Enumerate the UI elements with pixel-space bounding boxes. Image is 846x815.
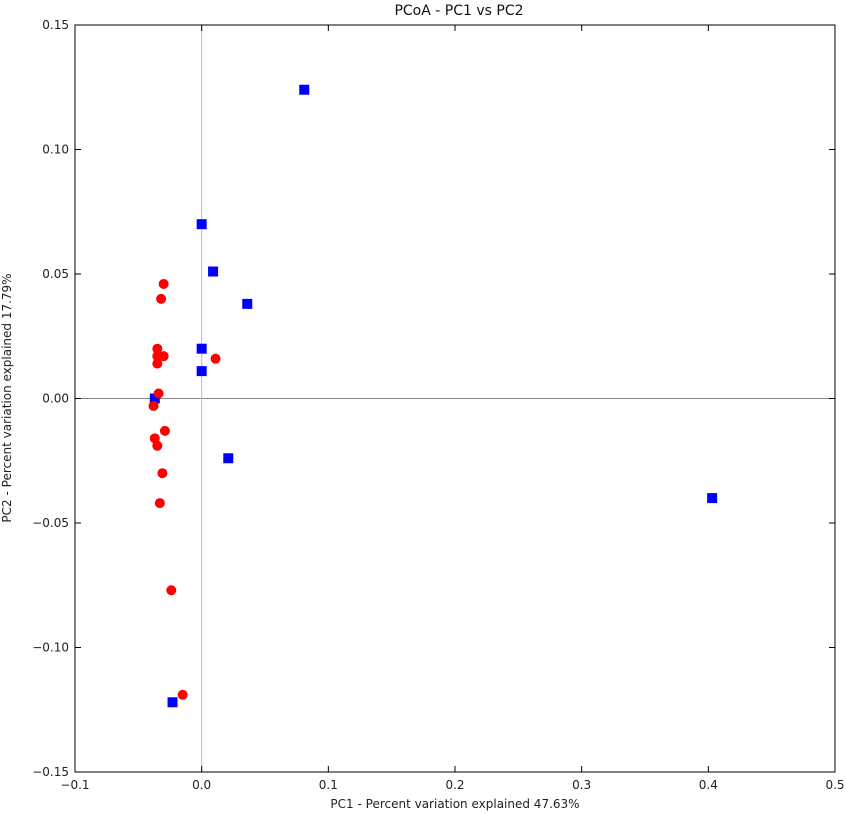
x-tick-labels: −0.1 0.0 0.1 0.2 0.3 0.4 0.5 [60, 778, 844, 792]
circle-point [152, 440, 163, 451]
circle-point [152, 358, 163, 369]
circle-point [157, 468, 168, 479]
x-tick-label: 0.1 [319, 778, 338, 792]
square-point [707, 493, 718, 504]
circle-point [159, 425, 170, 436]
circle-point [154, 498, 165, 509]
y-axis-title: PC2 - Percent variation explained 17.79% [0, 273, 14, 522]
axis-ticks [74, 24, 836, 773]
square-point [242, 298, 253, 309]
circle-point [177, 689, 188, 700]
square-point [167, 697, 178, 708]
y-tick-label: 0.05 [42, 267, 69, 281]
data-points [148, 84, 718, 708]
x-tick-label: 0.4 [699, 778, 718, 792]
x-tick-label: 0.2 [445, 778, 464, 792]
series-1 [148, 278, 221, 700]
y-tick-label: −0.10 [32, 641, 69, 655]
x-axis-title: PC1 - Percent variation explained 47.63% [330, 797, 579, 811]
circle-point [152, 343, 163, 354]
x-tick-label: 0.0 [192, 778, 211, 792]
circle-point [153, 388, 164, 399]
square-point [196, 219, 207, 230]
y-tick-label: −0.15 [32, 765, 69, 779]
x-tick-label: 0.5 [825, 778, 844, 792]
square-point [208, 266, 219, 277]
y-tick-label: 0.10 [42, 143, 69, 157]
zero-reference-lines [75, 25, 835, 772]
circle-point [166, 585, 177, 596]
circle-point [158, 351, 169, 362]
square-point [196, 343, 207, 354]
chart-title: PCoA - PC1 vs PC2 [394, 3, 523, 19]
square-point [299, 84, 310, 95]
circle-point [148, 400, 159, 411]
square-point [196, 366, 207, 377]
square-point [149, 393, 160, 404]
x-tick-label: −0.1 [60, 778, 89, 792]
circle-point [158, 278, 169, 289]
y-tick-labels: −0.15 −0.10 −0.05 0.00 0.05 0.10 0.15 [32, 18, 69, 779]
y-tick-label: 0.00 [42, 392, 69, 406]
circle-point [210, 353, 221, 364]
series-0 [149, 84, 718, 708]
square-point [223, 453, 234, 464]
circle-point [156, 293, 167, 304]
y-tick-label: 0.15 [42, 18, 69, 32]
y-tick-label: −0.05 [32, 516, 69, 530]
x-tick-label: 0.3 [572, 778, 591, 792]
